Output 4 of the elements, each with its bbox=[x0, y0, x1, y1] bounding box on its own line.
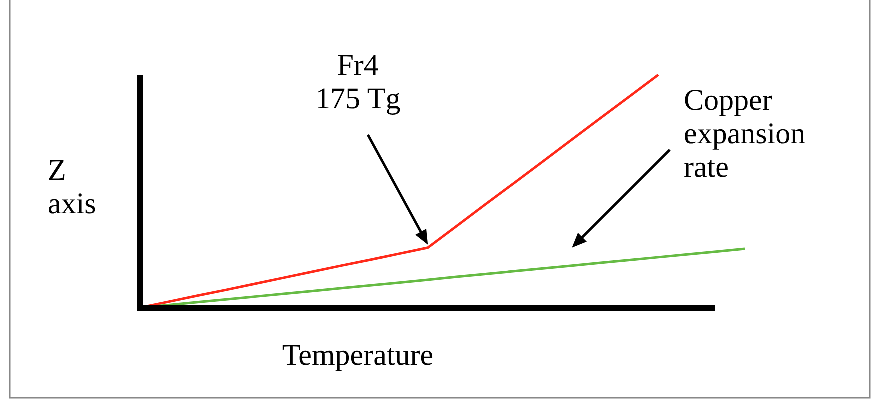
y-axis-title: Z axis bbox=[48, 154, 96, 221]
text: Copper expansion rate bbox=[684, 84, 806, 184]
x-axis-title: Temperature bbox=[282, 339, 434, 372]
annotation: Fr4 175 Tg bbox=[315, 49, 401, 116]
